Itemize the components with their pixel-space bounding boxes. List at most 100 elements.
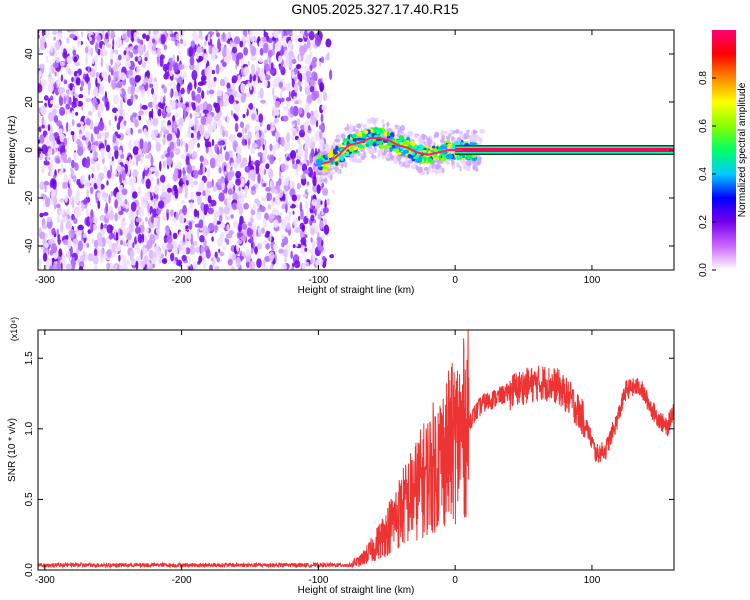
- noise-speckle: [279, 41, 282, 51]
- noise-speckle: [65, 121, 69, 133]
- noise-speckle: [292, 105, 299, 117]
- noise-speckle: [44, 232, 48, 239]
- noise-speckle: [178, 231, 182, 238]
- noise-speckle: [138, 148, 142, 156]
- noise-speckle: [167, 187, 172, 193]
- noise-speckle: [275, 193, 280, 201]
- noise-speckle: [86, 188, 89, 198]
- noise-speckle: [152, 263, 155, 269]
- noise-speckle: [244, 139, 247, 146]
- noise-speckle: [249, 260, 256, 270]
- noise-speckle: [304, 200, 309, 209]
- noise-speckle: [59, 61, 65, 67]
- noise-speckle: [263, 266, 269, 270]
- noise-speckle: [267, 203, 272, 210]
- signal-halo: [396, 133, 400, 138]
- noise-speckle: [153, 184, 159, 195]
- noise-speckle: [78, 94, 84, 99]
- noise-speckle: [126, 30, 132, 38]
- noise-speckle: [56, 214, 61, 223]
- noise-speckle: [121, 188, 128, 196]
- noise-speckle: [310, 227, 315, 236]
- noise-speckle: [97, 200, 101, 210]
- noise-speckle: [182, 204, 188, 216]
- noise-speckle: [89, 36, 92, 42]
- signal-blob: [332, 148, 337, 155]
- noise-speckle: [235, 63, 238, 70]
- noise-speckle: [239, 121, 245, 128]
- signal-blob: [433, 148, 438, 152]
- noise-speckle: [319, 130, 323, 139]
- noise-speckle: [214, 209, 221, 218]
- noise-speckle: [192, 30, 197, 41]
- noise-speckle: [198, 255, 203, 263]
- spectrogram-x-ticks: -300 -200 -100 0 100: [35, 30, 601, 286]
- signal-blob: [316, 154, 322, 159]
- noise-speckle: [166, 133, 173, 142]
- noise-speckle: [320, 56, 325, 64]
- noise-speckle: [106, 131, 109, 136]
- noise-speckle: [306, 209, 309, 219]
- noise-speckle: [260, 196, 267, 202]
- noise-speckle: [75, 77, 81, 86]
- noise-speckle: [118, 210, 124, 216]
- noise-speckle: [142, 33, 147, 39]
- noise-speckle: [71, 168, 75, 177]
- noise-speckle: [200, 245, 205, 253]
- noise-speckle: [114, 148, 119, 160]
- noise-speckle: [181, 254, 187, 262]
- noise-speckle: [233, 36, 241, 45]
- noise-speckle: [90, 133, 94, 143]
- noise-speckle: [232, 192, 238, 202]
- noise-speckle: [45, 196, 51, 208]
- noise-speckle: [285, 164, 289, 171]
- signal-blob: [378, 144, 383, 148]
- signal-halo: [402, 161, 406, 167]
- noise-speckle: [60, 152, 67, 161]
- signal-blob: [376, 140, 383, 145]
- noise-speckle: [57, 73, 60, 79]
- noise-speckle: [78, 266, 84, 270]
- noise-speckle: [263, 80, 268, 88]
- noise-speckle: [315, 259, 322, 268]
- snr-x-ticks: -300 -200 -100 0 100: [35, 330, 601, 586]
- noise-speckle: [211, 46, 216, 55]
- noise-speckle: [169, 151, 174, 159]
- noise-speckle: [83, 236, 86, 244]
- noise-speckle: [110, 164, 113, 175]
- noise-speckle: [188, 46, 194, 57]
- noise-speckle: [265, 242, 270, 250]
- noise-speckle: [175, 212, 179, 220]
- noise-speckle: [203, 48, 207, 54]
- noise-speckle: [258, 58, 264, 63]
- noise-speckle: [235, 153, 242, 164]
- noise-speckle: [128, 223, 135, 233]
- noise-speckle: [83, 198, 88, 205]
- noise-speckle: [158, 200, 165, 209]
- signal-halo: [441, 134, 445, 141]
- noise-speckle: [178, 186, 183, 194]
- noise-speckle: [236, 241, 240, 252]
- noise-speckle: [227, 202, 232, 208]
- noise-speckle: [160, 154, 166, 159]
- noise-speckle: [230, 110, 233, 117]
- noise-speckle: [190, 178, 194, 189]
- noise-speckle: [242, 113, 246, 119]
- noise-speckle: [196, 131, 201, 140]
- noise-speckle: [258, 40, 263, 48]
- noise-speckle: [266, 192, 273, 201]
- noise-speckle: [264, 256, 271, 262]
- noise-speckle: [152, 30, 160, 35]
- signal-blob: [447, 143, 453, 149]
- noise-speckle: [177, 138, 180, 146]
- noise-speckle: [76, 73, 80, 79]
- noise-speckle: [310, 148, 315, 158]
- noise-speckle: [126, 233, 132, 241]
- noise-speckle: [122, 33, 127, 40]
- noise-speckle: [150, 72, 153, 77]
- noise-speckle: [93, 150, 98, 161]
- noise-speckle: [257, 67, 261, 75]
- noise-speckle: [207, 207, 214, 215]
- signal-blob: [317, 161, 322, 168]
- noise-speckle: [274, 100, 281, 109]
